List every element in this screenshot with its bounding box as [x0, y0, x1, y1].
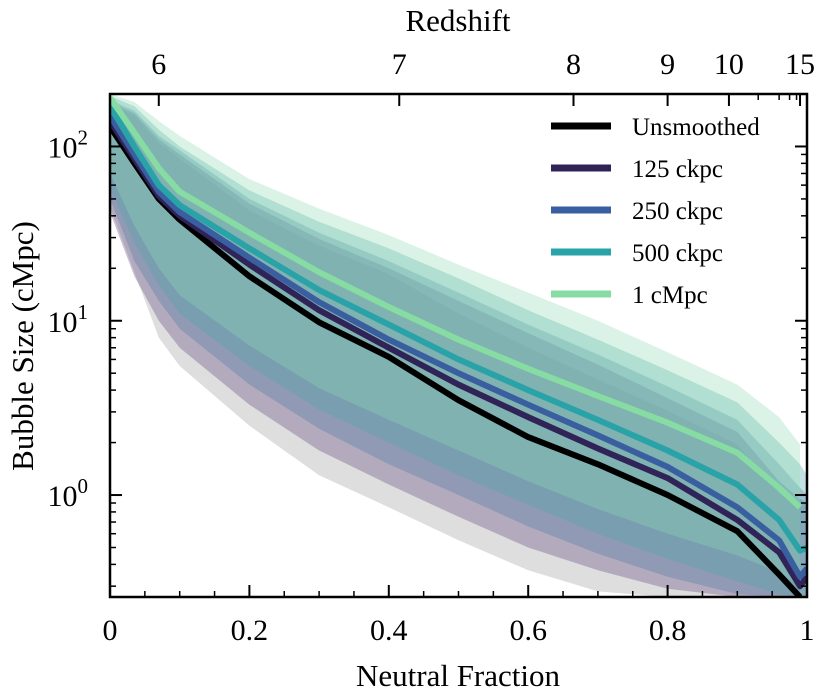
top-tick-label: 8: [566, 48, 581, 81]
band-series-3: [110, 95, 807, 597]
y-tick-label: 102: [48, 125, 89, 164]
band-series-0: [110, 104, 800, 597]
x-tick-label: 0: [103, 614, 118, 647]
legend: Unsmoothed 125 ckpc 250 ckpc 500 ckpc 1 cMpc: [551, 114, 760, 309]
legend-label-0: Unsmoothed: [632, 114, 760, 141]
top-tick-label: 15: [785, 48, 815, 81]
top-tick-label: 6: [151, 48, 166, 81]
y-tick-label: 100: [48, 474, 89, 513]
line-series-2: [110, 114, 807, 580]
axis-ticks: [109, 93, 808, 597]
legend-label-4: 1 cMpc: [632, 282, 708, 309]
legend-label-2: 250 ckpc: [632, 198, 723, 225]
y-tick-label: 101: [48, 300, 89, 339]
line-series-4: [110, 96, 803, 510]
top-tick-label: 7: [392, 48, 407, 81]
band-series-2: [110, 99, 807, 597]
x-tick-label: 0.6: [509, 614, 547, 647]
top-axis-title: Redshift: [405, 3, 510, 38]
top-tick-label: 10: [714, 48, 744, 81]
tick-labels: 0 0.2 0.4 0.6 0.8 1 100 101 102 6 7 8 9 10 15: [48, 48, 816, 647]
x-axis-title: Neutral Fraction: [356, 658, 561, 693]
y-axis-title: Bubble Size (cMpc): [5, 221, 40, 471]
band-series-1: [110, 102, 807, 597]
series-lines: [110, 96, 807, 597]
x-tick-label: 0.2: [231, 614, 269, 647]
line-series-3: [110, 104, 807, 554]
x-tick-label: 1: [800, 614, 815, 647]
legend-label-3: 500 ckpc: [632, 240, 723, 267]
top-tick-label: 9: [660, 48, 675, 81]
x-tick-label: 0.8: [649, 614, 687, 647]
x-tick-label: 0.4: [370, 614, 408, 647]
legend-label-1: 125 ckpc: [632, 156, 723, 183]
